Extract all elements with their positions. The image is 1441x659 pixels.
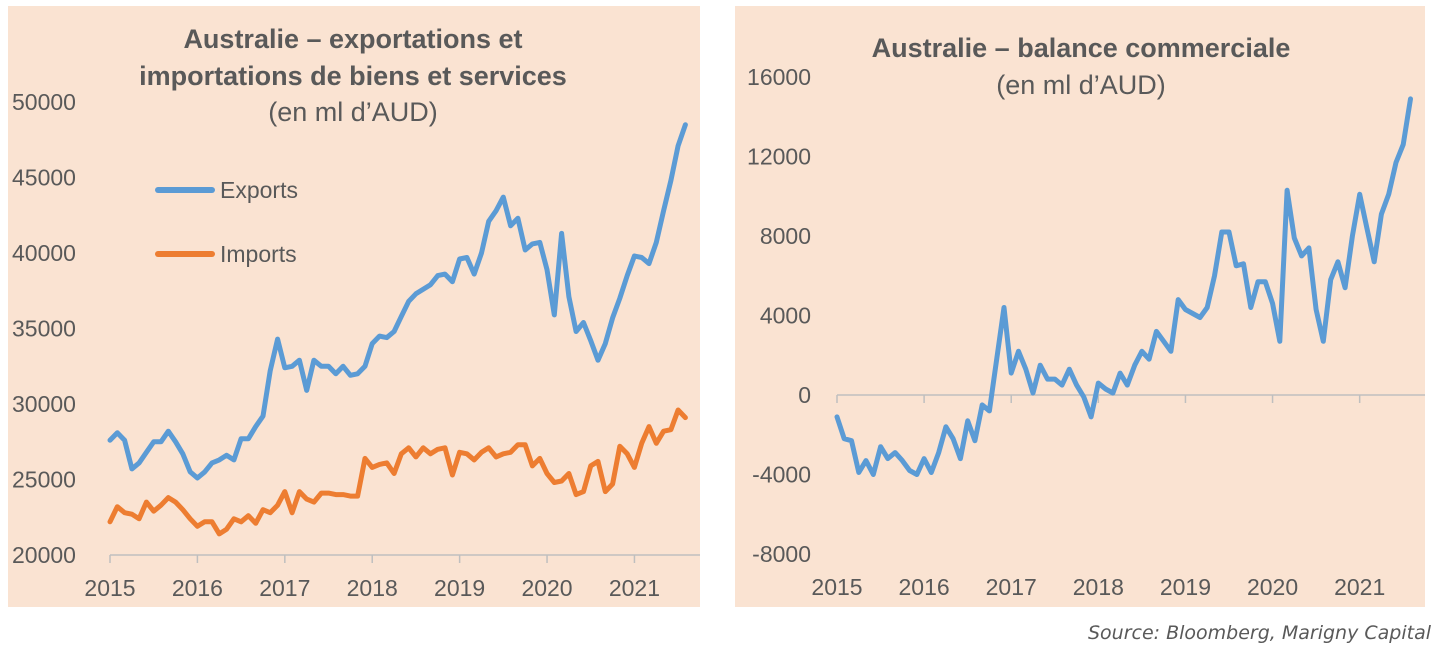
- y-tick-label: 4000: [760, 303, 811, 329]
- x-tick-label: 2019: [434, 575, 485, 601]
- y-tick-label: -8000: [752, 541, 811, 567]
- y-tick-label: 16000: [747, 64, 811, 90]
- chart-subtitle: (en ml d’AUD): [268, 97, 438, 127]
- x-tick-label: 2015: [811, 574, 862, 600]
- x-tick-label: 2018: [347, 575, 398, 601]
- y-tick-label: 45000: [12, 165, 76, 191]
- chart-panel-trade: Australie – exportations et importations…: [8, 6, 700, 607]
- source-note: Source: Bloomberg, Marigny Capital: [1087, 622, 1431, 644]
- x-tick-label: 2018: [1073, 574, 1124, 600]
- series-line-imports: [107, 407, 688, 537]
- y-tick-label: 12000: [747, 144, 811, 170]
- y-tick-label: 30000: [12, 391, 76, 417]
- x-tick-label: 2017: [259, 575, 310, 601]
- chart-exports-imports: Australie – exportations et importations…: [12, 24, 700, 601]
- chart-trade-balance: Australie – balance commerciale (en ml d…: [747, 33, 1425, 600]
- chart-subtitle: (en ml d’AUD): [996, 70, 1166, 100]
- x-tick-label: 2019: [1160, 574, 1211, 600]
- x-tick-label: 2017: [986, 574, 1037, 600]
- chart-title: Australie – balance commerciale: [872, 33, 1291, 63]
- legend-label-exports: Exports: [220, 177, 298, 203]
- y-tick-label: 20000: [12, 542, 76, 568]
- chart-title-line2: importations de biens et services: [139, 61, 567, 91]
- x-tick-label: 2021: [609, 575, 660, 601]
- x-tick-label: 2016: [899, 574, 950, 600]
- y-tick-label: 25000: [12, 467, 76, 493]
- y-tick-label: 8000: [760, 223, 811, 249]
- x-tick-label: 2020: [1247, 574, 1298, 600]
- series-line-balance: [834, 96, 1413, 477]
- y-tick-label: 0: [798, 382, 811, 408]
- legend-label-imports: Imports: [220, 241, 297, 267]
- x-tick-label: 2015: [84, 575, 135, 601]
- y-tick-label: 35000: [12, 316, 76, 342]
- chart-title-line1: Australie – exportations et: [183, 24, 522, 54]
- series-line-exports: [107, 122, 688, 481]
- y-tick-label: -4000: [752, 462, 811, 488]
- y-tick-label: 50000: [12, 89, 76, 115]
- x-tick-label: 2020: [521, 575, 572, 601]
- y-tick-label: 40000: [12, 240, 76, 266]
- chart-panel-balance: Australie – balance commerciale (en ml d…: [735, 6, 1425, 607]
- x-tick-label: 2016: [172, 575, 223, 601]
- x-tick-label: 2021: [1334, 574, 1385, 600]
